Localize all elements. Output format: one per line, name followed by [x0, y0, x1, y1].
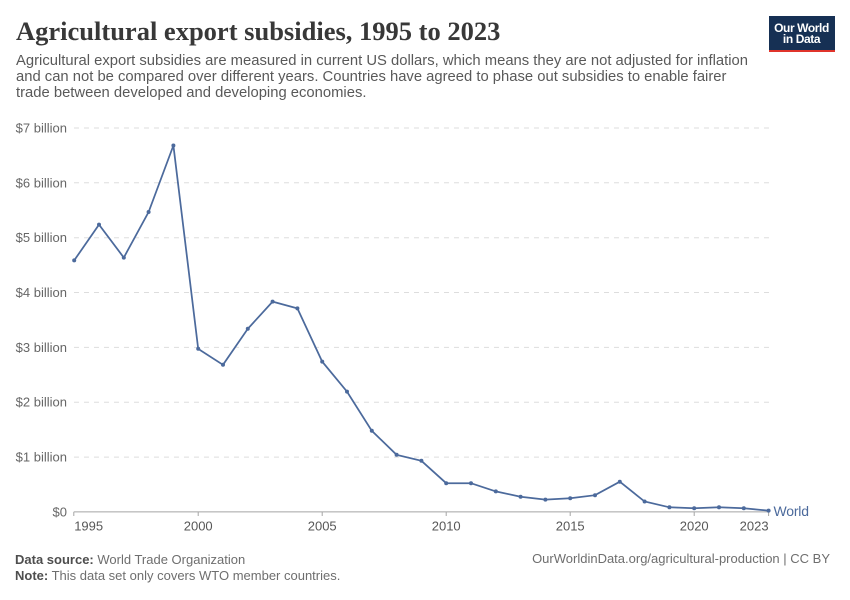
svg-text:$2 billion: $2 billion: [16, 395, 67, 410]
svg-text:2005: 2005: [308, 519, 337, 534]
svg-text:$7 billion: $7 billion: [16, 121, 67, 136]
svg-text:$5 billion: $5 billion: [16, 230, 67, 245]
svg-text:1995: 1995: [74, 519, 103, 534]
svg-text:$1 billion: $1 billion: [16, 450, 67, 465]
svg-text:$0: $0: [53, 504, 67, 519]
svg-text:$3 billion: $3 billion: [16, 340, 67, 355]
svg-text:2015: 2015: [556, 519, 585, 534]
svg-text:2000: 2000: [184, 519, 213, 534]
svg-text:World: World: [774, 503, 809, 519]
svg-text:$6 billion: $6 billion: [16, 175, 67, 190]
svg-text:2010: 2010: [432, 519, 461, 534]
svg-text:2020: 2020: [680, 519, 709, 534]
svg-text:2023: 2023: [740, 519, 769, 534]
svg-text:$4 billion: $4 billion: [16, 285, 67, 300]
